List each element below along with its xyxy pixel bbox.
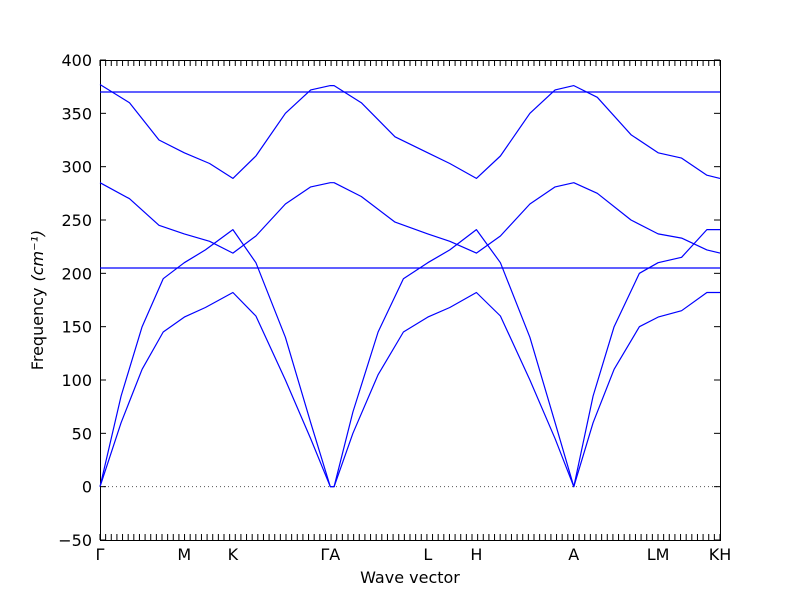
x-tick-label-5: H [470,545,482,564]
y-tick-label-5: 200 [61,264,92,283]
x-tick-label-8: KH [709,545,732,564]
x-tick-label-3: ΓA [320,545,340,564]
x-tick-label-2: K [228,545,239,564]
y-tick-label-3: 100 [61,371,92,390]
x-tick-label-6: A [568,545,579,564]
series-line-3 [99,182,721,254]
x-tick-label-7: LM [647,545,670,564]
y-axis-label-text: Frequency [28,288,47,371]
chart-ticklayer: −50 0 50 100 150 200 250 300 350 400 Γ M K ΓA L H A LM KH [58,51,731,564]
y-tick-label-8: 350 [61,104,92,123]
y-axis-label: Frequency (cm⁻¹) [28,230,47,370]
y-tick-label-4: 150 [61,318,92,337]
x-tick-label-0: Γ [96,545,105,564]
series-line-1 [99,291,720,488]
chart-serieslayer [99,83,721,488]
y-tick-label-7: 300 [61,158,92,177]
series-line-2 [99,229,720,488]
series-line-5 [99,83,721,179]
x-axis-label: Wave vector [360,568,460,587]
y-tick-label-0: −50 [58,531,92,550]
y-tick-label-1: 0 [82,478,92,497]
y-tick-label-9: 400 [61,51,92,70]
x-tick-label-1: M [177,545,191,564]
plot-frame [100,60,721,541]
y-tick-label-6: 250 [61,211,92,230]
y-tick-label-2: 50 [72,424,92,443]
x-tick-label-4: L [423,545,432,564]
y-axis-label-unit: (cm⁻¹) [28,230,47,282]
